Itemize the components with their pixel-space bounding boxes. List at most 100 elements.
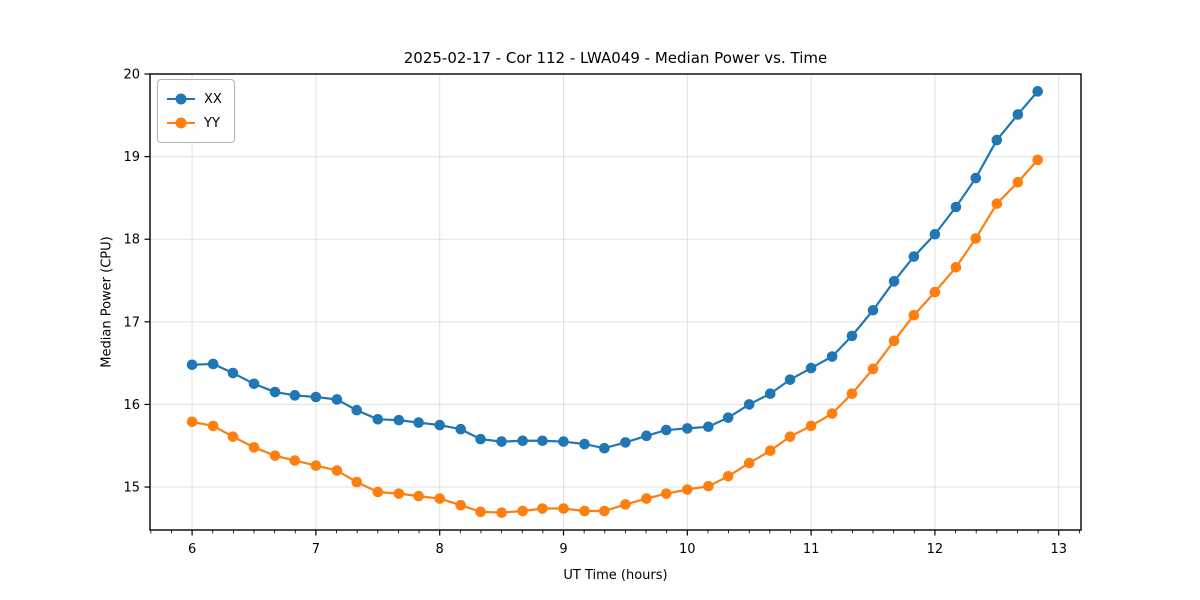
legend-marker-icon — [175, 93, 187, 105]
x-tick-label: 13 — [1050, 542, 1067, 557]
series-yy-point — [496, 507, 507, 518]
series-yy-point — [991, 198, 1003, 209]
series-xx-point — [641, 430, 652, 442]
x-tick-label: 12 — [927, 542, 944, 557]
series-yy-point — [248, 442, 260, 453]
series-yy-point — [703, 480, 714, 492]
series-yy-point — [867, 363, 879, 375]
series-xx-point — [517, 435, 528, 447]
series-yy-point — [434, 493, 445, 504]
series-xx-point — [310, 391, 322, 403]
series-xx-point — [475, 433, 486, 445]
series-xx-point — [867, 304, 879, 316]
series-xx-point — [682, 423, 693, 434]
series-xx-point — [908, 251, 920, 262]
series-yy-point — [784, 431, 796, 442]
y-axis-label: Median Power (CPU) — [99, 236, 115, 368]
series-xx-point — [331, 394, 343, 405]
series-yy-point — [372, 486, 384, 498]
legend-line-sample-xx — [167, 93, 195, 105]
series-xx-point — [846, 330, 858, 342]
series-xx-point — [703, 421, 714, 433]
series-yy-point — [579, 505, 590, 517]
x-tick-label: 7 — [312, 542, 320, 557]
series-xx-point — [722, 412, 734, 423]
series-yy-point — [660, 488, 672, 499]
series-xx-point — [826, 351, 838, 362]
series-yy-point — [682, 484, 693, 495]
series-yy-point — [558, 503, 569, 514]
chart-title: 2025-02-17 - Cor 112 - LWA049 - Median P… — [403, 49, 828, 67]
series-yy-point — [929, 286, 941, 298]
series-yy-point — [186, 416, 198, 428]
series-xx-point — [537, 435, 548, 447]
series-xx-point — [888, 276, 900, 287]
series-yy-point — [764, 445, 776, 456]
series-yy-point — [331, 465, 343, 476]
series-xx-point — [248, 378, 260, 390]
series-yy-point — [641, 493, 652, 504]
series-yy-point — [310, 460, 322, 471]
series-xx-point — [393, 414, 405, 426]
series-xx-point — [620, 437, 631, 448]
y-tick-label: 17 — [123, 315, 140, 330]
series-xx-point — [372, 414, 384, 425]
series-xx-point — [599, 442, 610, 454]
series-yy-point — [413, 490, 424, 502]
series-yy-point — [743, 457, 755, 469]
x-tick-label: 8 — [436, 542, 444, 557]
series-yy-point — [537, 503, 548, 514]
series-yy-point — [908, 309, 920, 321]
x-axis-label: UT Time (hours) — [563, 568, 668, 583]
series-xx-point — [186, 359, 198, 371]
x-tick-label: 10 — [679, 542, 696, 557]
series-yy-point — [620, 499, 631, 510]
legend: XX YY — [157, 79, 235, 143]
series-xx-point — [434, 419, 445, 431]
series-yy-point — [393, 488, 405, 499]
series-xx-point — [1032, 86, 1043, 97]
x-tick-label: 11 — [803, 542, 820, 557]
series-yy-point — [455, 499, 467, 511]
series-yy-point — [1032, 154, 1043, 166]
series-yy-point — [722, 471, 734, 482]
series-xx-point — [413, 417, 424, 428]
axes-spines — [149, 73, 1082, 531]
series-xx-point — [1012, 109, 1024, 120]
y-tick-label: 16 — [123, 398, 140, 413]
y-tick-label: 19 — [123, 150, 140, 165]
series-xx-point — [351, 404, 363, 416]
series-yy-point — [289, 455, 301, 466]
series-xx-point — [743, 399, 755, 410]
series-yy-point — [1012, 176, 1024, 188]
legend-label-xx: XX — [204, 91, 222, 107]
series-xx-point — [660, 424, 672, 436]
series-xx-point — [496, 436, 507, 447]
series-xx-point — [805, 362, 817, 374]
series-yy-line — [191, 159, 1039, 514]
series-xx-point — [970, 172, 982, 184]
series-yy-point — [475, 506, 486, 518]
series-yy-point — [888, 335, 900, 347]
legend-item-yy: YY — [167, 111, 222, 135]
y-tick-label: 18 — [123, 233, 140, 248]
series-yy-point — [269, 450, 281, 461]
series-xx-point — [991, 134, 1003, 146]
x-tick-label: 6 — [188, 542, 196, 557]
y-tick-label: 15 — [123, 481, 140, 496]
series-yy-point — [517, 505, 528, 517]
legend-marker-icon — [175, 117, 187, 129]
x-tick-label: 9 — [559, 542, 567, 557]
legend-label-yy: YY — [204, 115, 220, 131]
series-yy-point — [950, 262, 962, 273]
series-yy-point — [351, 476, 363, 488]
series-xx-point — [227, 367, 239, 379]
series-xx-point — [289, 390, 301, 401]
series-yy-point — [599, 505, 610, 517]
series-yy-point — [826, 408, 838, 419]
series-xx-point — [558, 436, 569, 447]
series-yy-point — [846, 388, 858, 399]
legend-item-xx: XX — [167, 87, 222, 111]
